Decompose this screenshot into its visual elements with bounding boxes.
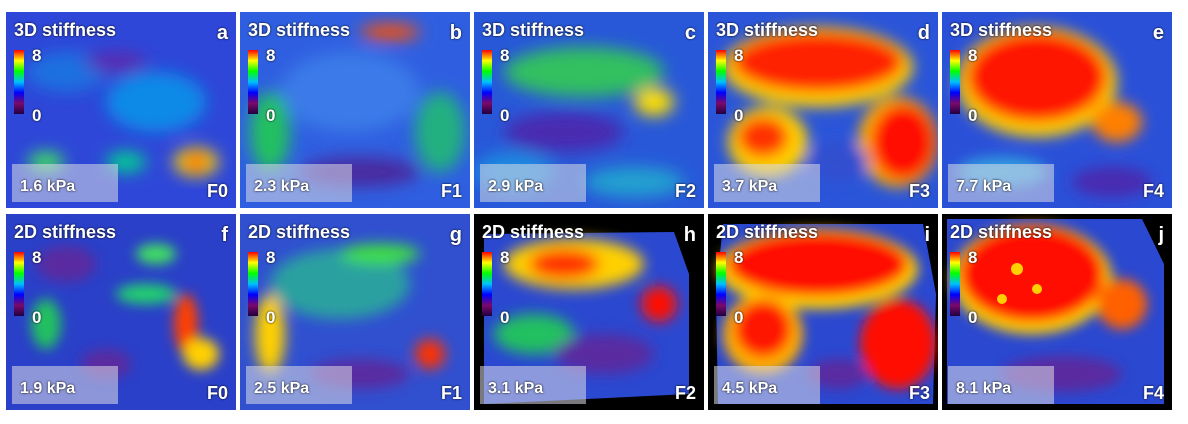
panel-title: 2D stiffness (14, 222, 117, 242)
colorbar-max-label: 8 (32, 46, 42, 65)
elastogram-panel-b: 3D stiffness b 8 0 2.3 kPa F1 (240, 12, 470, 208)
elastogram-panel-c: 3D stiffness c 8 0 2.9 kPa F2 (474, 12, 704, 208)
panel-letter: d (917, 22, 930, 44)
panel-title: 3D stiffness (14, 20, 117, 40)
fibrosis-grade: F0 (206, 383, 228, 403)
value-box (480, 366, 586, 404)
colorbar (716, 252, 726, 316)
panel-title: 3D stiffness (716, 20, 819, 40)
stiffness-value: 2.3 kPa (254, 178, 310, 195)
colorbar-max-label: 8 (266, 46, 276, 65)
stiffness-value: 2.9 kPa (488, 178, 544, 195)
panel-letter: c (684, 22, 696, 44)
fibrosis-grade: F1 (440, 383, 462, 403)
stiffness-value: 1.6 kPa (20, 178, 76, 195)
panel-title: 2D stiffness (950, 222, 1053, 242)
value-box (12, 366, 118, 404)
stiffness-value: 4.5 kPa (722, 380, 778, 397)
colorbar (14, 50, 24, 114)
stiffness-map-image (474, 214, 704, 410)
colorbar-max-label: 8 (266, 248, 276, 267)
colorbar-min-label: 0 (32, 308, 42, 327)
colorbar-max-label: 8 (32, 248, 42, 267)
fibrosis-grade: F2 (674, 383, 696, 403)
value-box (480, 164, 586, 202)
elastogram-panel-f: 2D stiffness f 8 0 1.9 kPa F0 (6, 214, 236, 410)
stiffness-map-image (708, 12, 938, 208)
fibrosis-grade: F3 (908, 181, 930, 201)
panel-title: 2D stiffness (248, 222, 351, 242)
value-box (12, 164, 118, 202)
colorbar-max-label: 8 (968, 46, 978, 65)
panel-title: 3D stiffness (482, 20, 585, 40)
stiffness-value: 7.7 kPa (956, 178, 1012, 195)
stiffness-map-image (942, 214, 1172, 410)
colorbar-min-label: 0 (734, 106, 744, 125)
colorbar-min-label: 0 (500, 106, 510, 125)
stiffness-value: 3.7 kPa (722, 178, 778, 195)
colorbar-min-label: 0 (266, 308, 276, 327)
elastogram-panel-i: 2D stiffness i 8 0 4.5 kPa F3 (708, 214, 938, 410)
elastogram-panel-a: 3D stiffness a 8 0 1.6 kPa F0 (6, 12, 236, 208)
colorbar-max-label: 8 (500, 46, 510, 65)
stiffness-value: 1.9 kPa (20, 380, 76, 397)
stiffness-value: 8.1 kPa (956, 380, 1012, 397)
colorbar (248, 252, 258, 316)
fibrosis-grade: F4 (1142, 383, 1164, 403)
colorbar-max-label: 8 (734, 248, 744, 267)
elastogram-panel-h: 2D stiffness h 8 0 3.1 kPa F2 (474, 214, 704, 410)
colorbar (950, 50, 960, 114)
value-box (246, 366, 352, 404)
elastogram-panel-j: 2D stiffness j 8 0 8.1 kPa F4 (942, 214, 1172, 410)
stiffness-map-image (474, 12, 704, 208)
colorbar (482, 252, 492, 316)
elastogram-panel-e: 3D stiffness e 8 0 7.7 kPa F4 (942, 12, 1172, 208)
fibrosis-grade: F1 (440, 181, 462, 201)
colorbar-min-label: 0 (968, 308, 978, 327)
colorbar (716, 50, 726, 114)
colorbar-max-label: 8 (734, 46, 744, 65)
panel-letter: b (449, 22, 462, 44)
colorbar-min-label: 0 (968, 106, 978, 125)
panel-letter: g (449, 224, 462, 246)
colorbar-min-label: 0 (500, 308, 510, 327)
colorbar-max-label: 8 (968, 248, 978, 267)
fibrosis-grade: F3 (908, 383, 930, 403)
elastogram-panel-d: 3D stiffness d 8 0 3.7 kPa F3 (708, 12, 938, 208)
fibrosis-grade: F0 (206, 181, 228, 201)
panel-letter: a (216, 22, 228, 44)
panel-title: 2D stiffness (716, 222, 819, 242)
colorbar (14, 252, 24, 316)
panel-letter: i (924, 224, 930, 246)
panel-letter: e (1152, 22, 1164, 44)
value-box (948, 366, 1054, 404)
value-box (948, 164, 1054, 202)
value-box (714, 164, 820, 202)
colorbar-max-label: 8 (500, 248, 510, 267)
stiffness-value: 2.5 kPa (254, 380, 310, 397)
elastogram-panel-g: 2D stiffness g 8 0 2.5 kPa F1 (240, 214, 470, 410)
colorbar (950, 252, 960, 316)
fibrosis-grade: F2 (674, 181, 696, 201)
stiffness-value: 3.1 kPa (488, 380, 544, 397)
panel-letter: f (221, 224, 228, 246)
colorbar (248, 50, 258, 114)
value-box (714, 366, 820, 404)
value-box (246, 164, 352, 202)
colorbar-min-label: 0 (266, 106, 276, 125)
panel-letter: j (1158, 224, 1164, 246)
panel-title: 2D stiffness (482, 222, 585, 242)
fibrosis-grade: F4 (1142, 181, 1164, 201)
panel-title: 3D stiffness (248, 20, 351, 40)
colorbar-min-label: 0 (32, 106, 42, 125)
stiffness-map-image (240, 12, 470, 208)
stiffness-map-image (708, 214, 938, 410)
colorbar (482, 50, 492, 114)
panel-title: 3D stiffness (950, 20, 1053, 40)
colorbar-min-label: 0 (734, 308, 744, 327)
panel-letter: h (683, 224, 696, 246)
